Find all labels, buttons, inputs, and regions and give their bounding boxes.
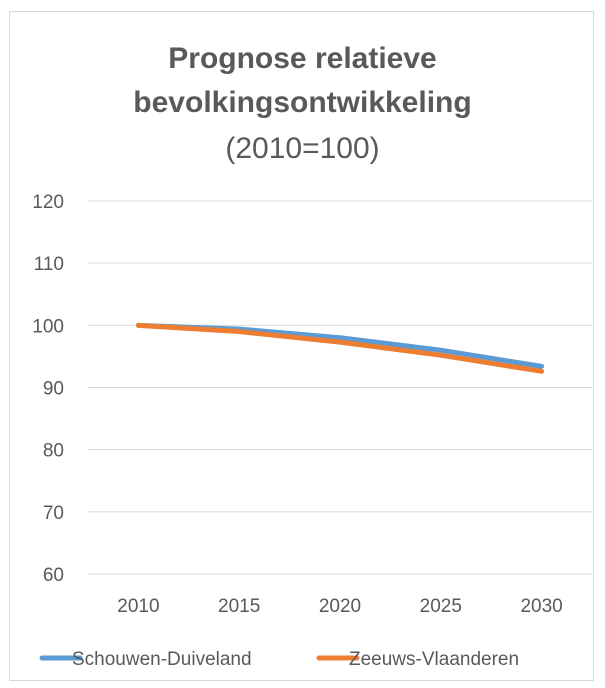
y-tick-label-110: 110 [34, 254, 64, 275]
x-tick-label-2030: 2030 [520, 596, 562, 617]
y-tick-label-120: 120 [32, 192, 64, 213]
y-tick-label-90: 90 [43, 379, 64, 400]
x-tick-label-2020: 2020 [319, 596, 361, 617]
x-tick-label-2025: 2025 [420, 596, 462, 617]
legend-label-schouwen-duiveland: Schouwen-Duiveland [72, 649, 252, 670]
chart-title-line-2: bevolkingsontwikkeling [133, 86, 472, 119]
chart-area [9, 11, 594, 681]
y-tick-label-80: 80 [43, 441, 64, 462]
series-line-zeeuws-vlaanderen [135, 322, 545, 374]
y-tick-label-70: 70 [43, 503, 64, 524]
chart-title-line-1: Prognose relatieve [168, 42, 437, 75]
x-tick-label-2010: 2010 [117, 596, 159, 617]
y-tick-label-100: 100 [32, 316, 64, 337]
x-tick-label-2015: 2015 [218, 596, 260, 617]
chart-subtitle: (2010=100) [225, 132, 380, 165]
y-tick-label-60: 60 [43, 565, 64, 586]
legend-label-zeeuws-vlaanderen: Zeeuws-Vlaanderen [349, 649, 519, 670]
